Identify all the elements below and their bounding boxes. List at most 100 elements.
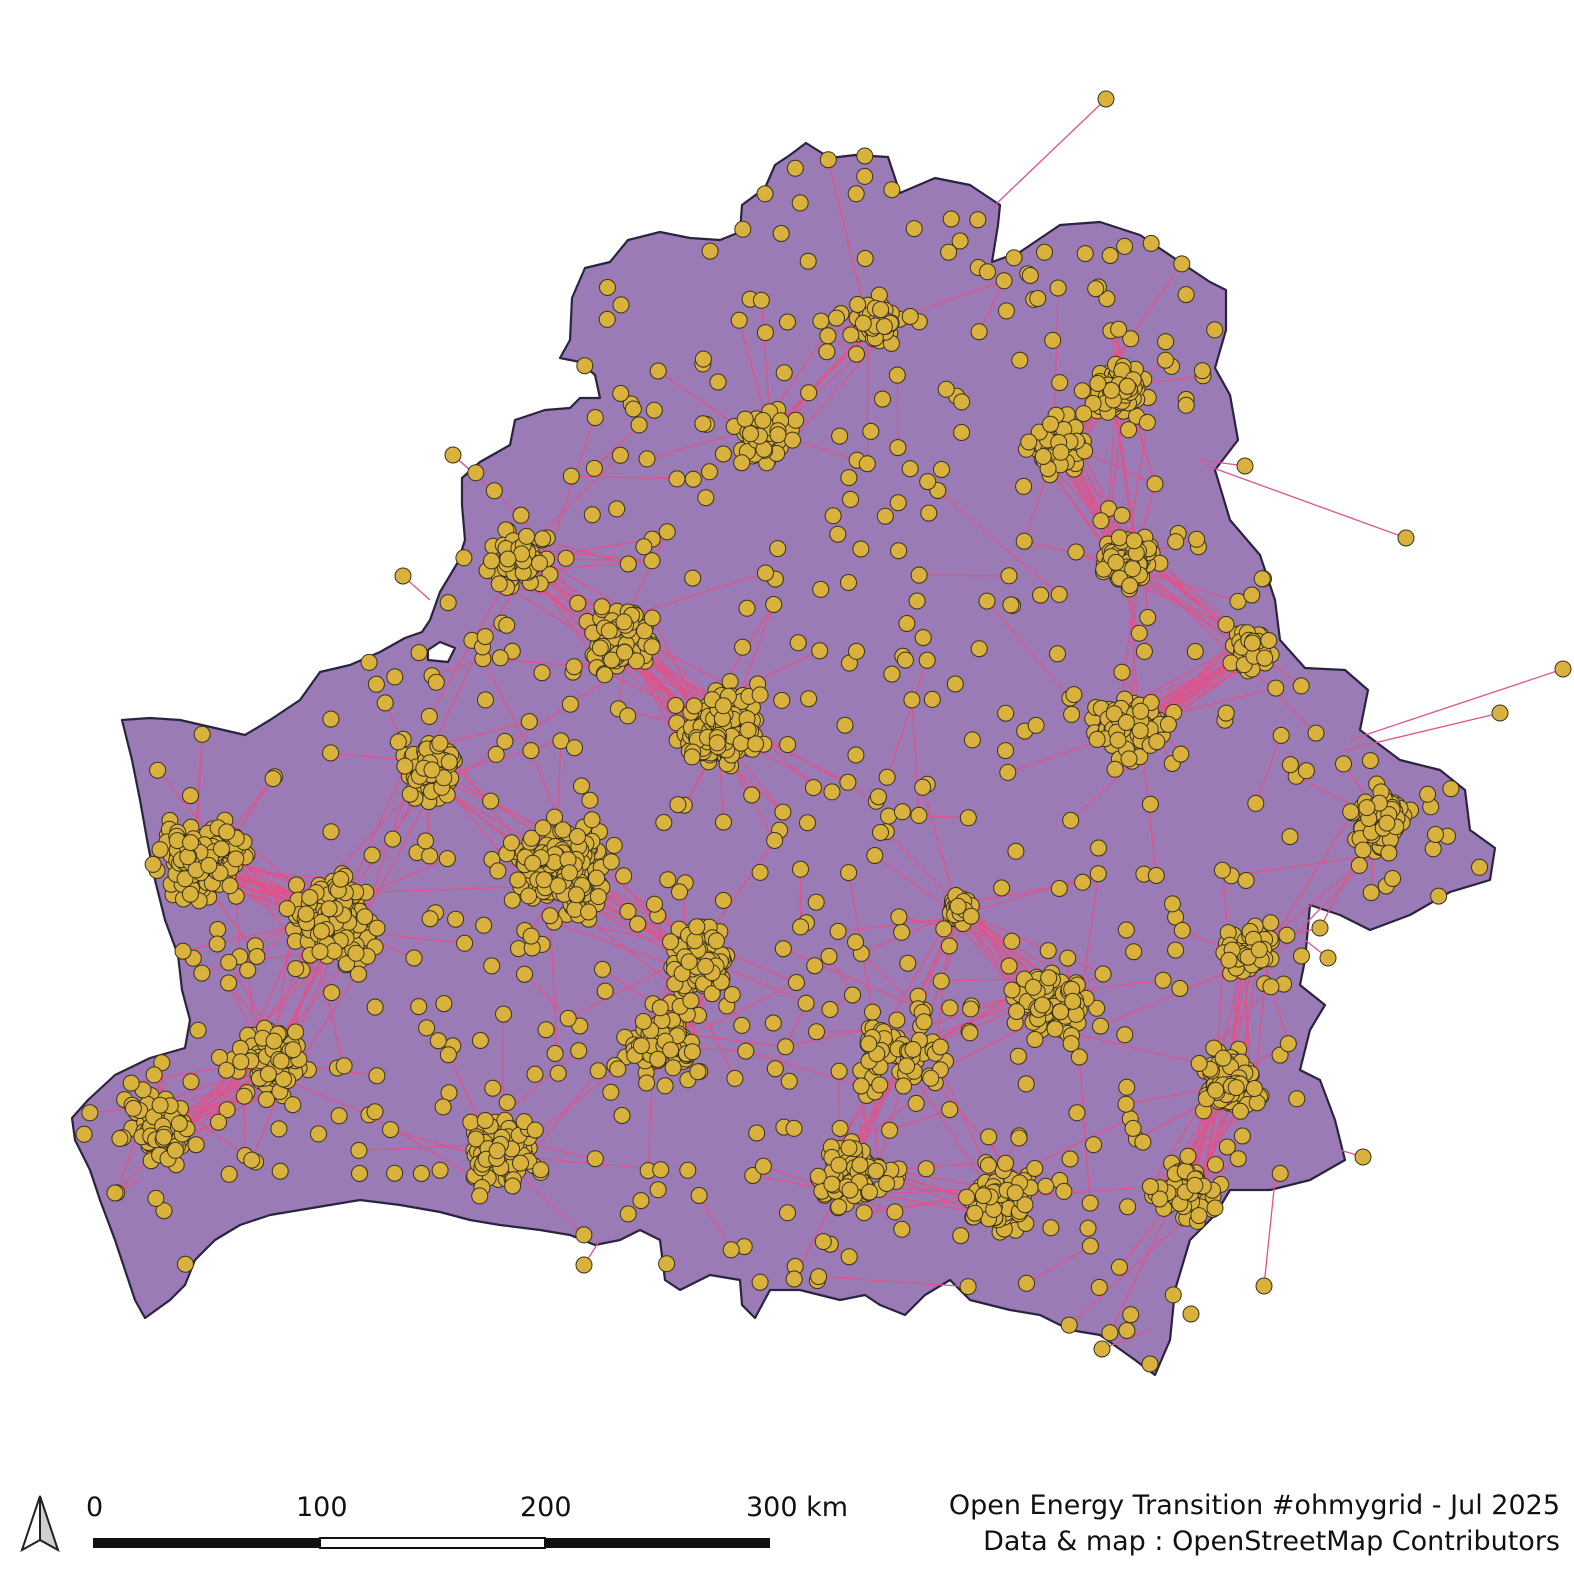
substation-marker: [904, 1041, 922, 1058]
substation-marker: [961, 1024, 979, 1042]
power-line: [1101, 1329, 1151, 1350]
substation-marker: [915, 1013, 933, 1031]
substation-marker: [668, 470, 686, 488]
substation-marker: [682, 992, 700, 1010]
substation-marker: [347, 944, 365, 962]
substation-marker: [709, 373, 727, 391]
substation-marker: [271, 1162, 289, 1180]
substation-marker: [311, 943, 329, 961]
power-line: [180, 1108, 246, 1157]
substation-marker: [1217, 616, 1235, 633]
substation-marker: [895, 1077, 912, 1095]
substation-marker: [872, 824, 889, 841]
substation-marker: [651, 999, 669, 1017]
substation-marker: [325, 942, 343, 960]
substation-marker: [569, 594, 587, 612]
substation-marker: [434, 1098, 452, 1116]
power-line: [745, 1050, 862, 1087]
substation-marker: [1250, 941, 1268, 959]
substation-marker: [953, 393, 971, 411]
power-line: [235, 896, 241, 957]
substation-marker: [708, 734, 726, 752]
substation-marker: [1092, 1017, 1109, 1035]
substation-marker: [941, 1101, 959, 1119]
substation-marker: [435, 995, 453, 1013]
substation-marker: [780, 1072, 798, 1090]
substation-marker: [484, 1079, 502, 1097]
substation-marker: [1227, 1079, 1245, 1097]
substation-marker: [1090, 1278, 1108, 1296]
substation-marker: [901, 308, 919, 325]
substation-marker: [483, 552, 500, 570]
substation-marker: [598, 310, 616, 328]
substation-marker: [176, 1255, 194, 1273]
scale-segment-3: [545, 1538, 770, 1548]
substation-marker: [688, 918, 706, 936]
substation-marker: [655, 814, 673, 831]
substation-marker: [1121, 577, 1139, 595]
substation-marker: [766, 832, 784, 849]
substation-marker: [922, 1069, 940, 1087]
substation-marker: [883, 665, 901, 683]
substation-marker: [546, 808, 563, 826]
power-line: [1145, 639, 1243, 721]
substation-marker: [848, 345, 865, 363]
power-line: [783, 948, 925, 1011]
substation-marker: [649, 1050, 667, 1068]
substation-marker: [585, 459, 603, 477]
substation-marker: [766, 1060, 784, 1078]
substation-marker: [1471, 858, 1488, 876]
substation-marker: [227, 850, 245, 868]
substation-marker: [1139, 609, 1157, 626]
substation-marker: [858, 455, 876, 473]
substation-marker: [1117, 714, 1135, 731]
substation-marker: [772, 225, 790, 242]
substation-marker: [940, 937, 958, 955]
substation-marker: [1350, 856, 1368, 874]
substation-marker: [979, 1156, 997, 1174]
substation-marker: [462, 1113, 480, 1131]
substation-marker: [769, 426, 787, 444]
substation-marker: [1142, 234, 1160, 252]
substation-marker: [869, 788, 887, 806]
substation-marker: [189, 1021, 207, 1039]
substation-marker: [779, 1204, 796, 1222]
substation-marker: [933, 461, 950, 478]
substation-marker: [1024, 978, 1042, 996]
substation-marker: [1017, 1075, 1035, 1093]
substation-marker: [1319, 949, 1337, 967]
substation-marker: [751, 1273, 769, 1291]
power-line: [431, 658, 484, 677]
power-line: [698, 1195, 732, 1251]
power-line: [827, 159, 866, 310]
substation-marker: [1026, 1031, 1044, 1048]
power-line: [937, 490, 1060, 595]
substation-marker: [769, 540, 787, 558]
power-line: [906, 1065, 995, 1198]
substation-marker: [683, 1043, 701, 1061]
substation-marker: [145, 1066, 163, 1084]
substation-marker: [1037, 1177, 1055, 1195]
substation-marker: [1008, 1003, 1026, 1020]
substation-marker: [1113, 663, 1131, 681]
power-line: [1130, 571, 1138, 711]
substation-marker: [569, 828, 586, 845]
substation-marker: [1015, 477, 1033, 495]
power-line: [524, 973, 569, 1019]
substation-marker: [937, 380, 955, 398]
substation-marker: [495, 1005, 512, 1023]
substation-marker: [1141, 1178, 1159, 1196]
substation-marker: [824, 507, 842, 525]
substation-marker: [1042, 1219, 1060, 1237]
substation-marker: [75, 1125, 93, 1143]
substation-marker: [856, 167, 874, 185]
substation-marker: [526, 1065, 544, 1083]
substation-marker: [1307, 724, 1325, 742]
substation-marker: [785, 1119, 803, 1137]
substation-marker: [232, 1053, 250, 1071]
substation-marker: [645, 401, 663, 419]
substation-marker: [1085, 1136, 1103, 1154]
substation-marker: [490, 575, 508, 593]
substation-marker: [410, 998, 428, 1016]
power-line: [157, 769, 212, 836]
